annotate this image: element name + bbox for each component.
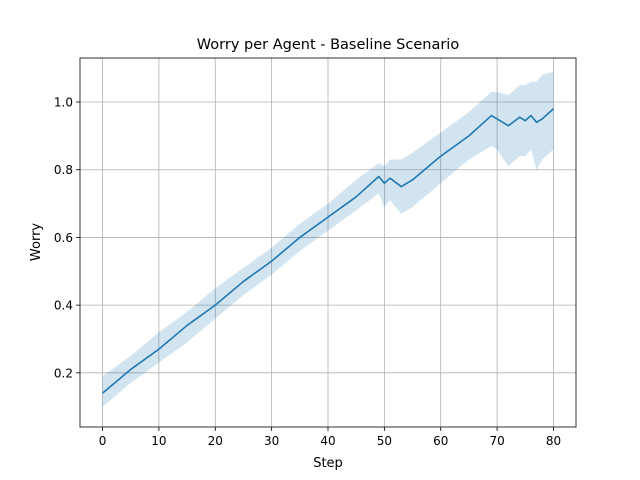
x-tick-label: 60 bbox=[433, 434, 448, 448]
x-tick-label: 40 bbox=[320, 434, 335, 448]
x-tick-label: 20 bbox=[208, 434, 223, 448]
x-tick-label: 0 bbox=[99, 434, 107, 448]
worry-mean-line bbox=[102, 108, 554, 394]
x-tick-label: 30 bbox=[264, 434, 279, 448]
chart-title: Worry per Agent - Baseline Scenario bbox=[197, 37, 460, 53]
y-tick-label: 0.2 bbox=[54, 366, 73, 380]
y-tick-label: 1.0 bbox=[54, 96, 73, 110]
y-tick-label: 0.8 bbox=[54, 163, 73, 177]
x-tick-label: 70 bbox=[489, 434, 504, 448]
x-tick-label: 10 bbox=[151, 434, 166, 448]
y-tick-label: 0.4 bbox=[54, 299, 73, 313]
y-tick-label: 0.6 bbox=[54, 231, 73, 245]
y-axis-ticks: 0.2 0.4 0.6 0.8 1.0 bbox=[54, 96, 80, 380]
grid-lines bbox=[80, 58, 576, 427]
series-line-layer bbox=[102, 108, 554, 394]
x-axis-label: Step bbox=[313, 456, 343, 471]
x-tick-label: 50 bbox=[377, 434, 392, 448]
x-tick-label: 80 bbox=[546, 434, 561, 448]
x-axis-ticks: 0 10 20 30 40 50 60 70 80 bbox=[99, 427, 561, 448]
y-axis-label: Worry bbox=[29, 223, 44, 262]
